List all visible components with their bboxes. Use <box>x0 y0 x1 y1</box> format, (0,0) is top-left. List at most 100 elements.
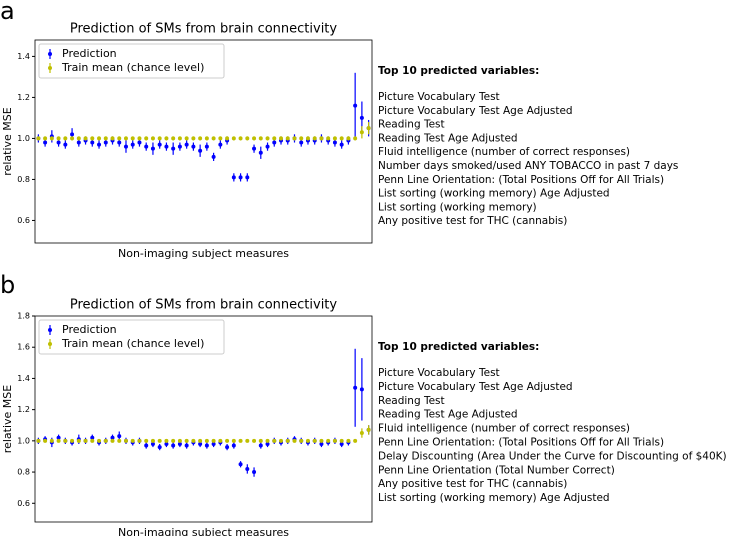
legend-label: Train mean (chance level) <box>61 337 204 350</box>
y-tick-label: 0.6 <box>17 499 30 508</box>
point <box>258 136 263 141</box>
legend-marker <box>48 52 52 56</box>
point <box>63 136 68 141</box>
side-item: Any positive test for THC (cannabis) <box>378 215 567 227</box>
point <box>265 438 270 443</box>
point <box>110 136 115 141</box>
point <box>130 136 135 141</box>
point <box>70 132 75 137</box>
point <box>353 136 358 141</box>
point <box>164 438 169 443</box>
point <box>299 438 304 443</box>
point <box>204 443 209 448</box>
point <box>272 140 277 145</box>
point <box>103 438 108 443</box>
point <box>326 136 331 141</box>
legend-box <box>38 319 225 355</box>
y-tick-label: 1.2 <box>17 93 30 102</box>
point <box>117 136 122 141</box>
panel-label: b <box>0 271 15 299</box>
point <box>184 142 189 147</box>
point <box>191 438 196 443</box>
point <box>43 438 48 443</box>
point <box>83 136 88 141</box>
point <box>305 438 310 443</box>
side-item: Reading Test <box>378 395 445 407</box>
point <box>56 438 61 443</box>
point <box>130 142 135 147</box>
point <box>252 470 257 475</box>
point <box>353 103 358 108</box>
point <box>198 438 203 443</box>
point <box>231 443 236 448</box>
point <box>359 431 364 436</box>
point <box>204 438 209 443</box>
point <box>332 140 337 145</box>
x-axis-label: Non-imaging subject measures <box>118 247 289 260</box>
point <box>359 130 364 135</box>
side-item: List sorting (working memory) Age Adjust… <box>378 188 610 200</box>
point <box>177 136 182 141</box>
side-item: Penn Line Orientation: (Total Positions … <box>378 437 664 449</box>
point <box>164 441 169 446</box>
y-axis-label: relative MSE <box>1 385 14 453</box>
y-tick-label: 1.8 <box>17 312 30 321</box>
point <box>144 443 149 448</box>
point <box>326 438 331 443</box>
point <box>184 136 189 141</box>
point <box>231 136 236 141</box>
point <box>76 438 81 443</box>
point <box>177 144 182 149</box>
point <box>150 438 155 443</box>
point <box>279 136 284 141</box>
point <box>110 438 115 443</box>
point <box>150 146 155 151</box>
point <box>366 126 371 131</box>
point <box>130 438 135 443</box>
side-item: Picture Vocabulary Test Age Adjusted <box>378 105 573 117</box>
point <box>164 136 169 141</box>
x-axis-label: Non-imaging subject measures <box>118 526 289 536</box>
legend-marker <box>48 328 52 332</box>
point <box>339 441 344 446</box>
point <box>285 136 290 141</box>
point <box>346 136 351 141</box>
y-tick-label: 0.8 <box>17 175 30 184</box>
point <box>218 136 223 141</box>
side-item: Picture Vocabulary Test <box>378 367 500 379</box>
side-title: Top 10 predicted variables: <box>378 65 539 77</box>
point <box>76 136 81 141</box>
side-item: Picture Vocabulary Test Age Adjusted <box>378 381 573 393</box>
point <box>238 438 243 443</box>
point <box>292 438 297 443</box>
side-item: Reading Test <box>378 119 445 131</box>
point <box>299 140 304 145</box>
point <box>177 438 182 443</box>
side-item: Picture Vocabulary Test <box>378 91 500 103</box>
point <box>198 148 203 153</box>
point <box>231 438 236 443</box>
point <box>319 438 324 443</box>
point <box>339 136 344 141</box>
point <box>157 142 162 147</box>
point <box>117 438 122 443</box>
point <box>312 136 317 141</box>
point <box>191 136 196 141</box>
y-tick-label: 1.4 <box>17 52 30 61</box>
point <box>184 438 189 443</box>
point <box>332 438 337 443</box>
point <box>137 438 142 443</box>
point <box>144 136 149 141</box>
side-item: Number days smoked/used ANY TOBACCO in p… <box>378 160 678 172</box>
point <box>359 387 364 392</box>
point <box>198 136 203 141</box>
point <box>177 441 182 446</box>
point <box>225 445 230 450</box>
point <box>123 438 128 443</box>
point <box>204 136 209 141</box>
point <box>299 136 304 141</box>
legend-marker <box>48 342 52 346</box>
point <box>70 438 75 443</box>
point <box>359 115 364 120</box>
point <box>157 438 162 443</box>
